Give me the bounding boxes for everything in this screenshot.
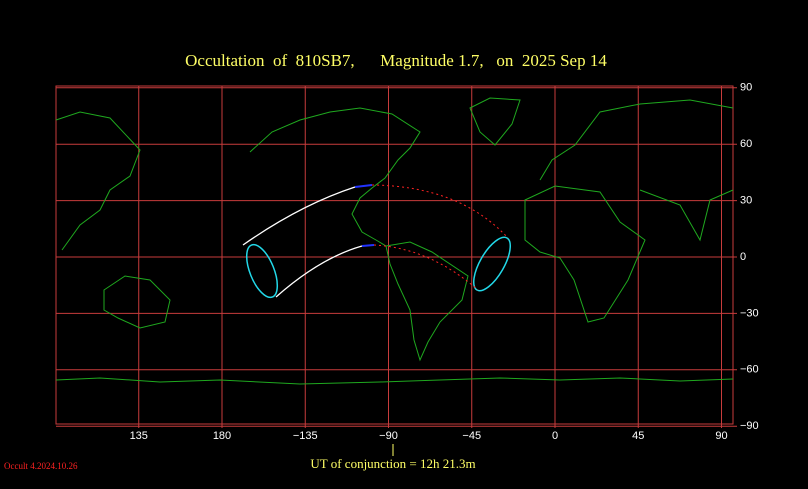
x-tick-label: 0 xyxy=(552,430,558,442)
coast-australia xyxy=(103,275,171,329)
y-tick-label: 90 xyxy=(740,82,752,94)
y-tick-label: 0 xyxy=(740,251,746,263)
y-tick-label: 30 xyxy=(740,195,752,207)
x-tick-label: −90 xyxy=(379,430,398,442)
path-edge xyxy=(242,186,356,246)
coast-greenland xyxy=(469,97,521,146)
version-label: Occult 4.2024.10.26 xyxy=(4,461,78,471)
coast-antarctica xyxy=(55,377,734,385)
occultation-path xyxy=(242,184,511,299)
shadow-ellipse xyxy=(473,236,511,292)
plot-frame xyxy=(55,85,734,425)
path-edge xyxy=(275,245,363,298)
path-night xyxy=(354,184,375,247)
y-tick-label: −30 xyxy=(740,307,759,319)
coast-north-america xyxy=(249,107,421,247)
x-tick-label: 45 xyxy=(632,430,644,442)
shadow-ellipse xyxy=(245,243,279,299)
y-tick-label: −90 xyxy=(740,420,759,432)
coast-eurasia xyxy=(55,99,734,251)
x-tick-label: −135 xyxy=(293,430,318,442)
x-tick-label: 135 xyxy=(130,430,148,442)
x-tick-label: 90 xyxy=(715,430,727,442)
path-daylight xyxy=(371,184,509,239)
y-tick-label: 60 xyxy=(740,138,752,150)
coast-africa xyxy=(524,185,646,323)
coastlines xyxy=(55,97,734,385)
y-tick-label: −60 xyxy=(740,364,759,376)
grid xyxy=(55,85,737,428)
x-tick-label: 180 xyxy=(213,430,231,442)
conjunction-label: UT of conjunction = 12h 21.3m xyxy=(310,456,475,471)
coast-south-america xyxy=(385,241,469,362)
path-daylight xyxy=(373,244,479,291)
x-tick-label: −45 xyxy=(462,430,481,442)
title: Occultation of 810SB7, Magnitude 1.7, on… xyxy=(185,51,607,70)
